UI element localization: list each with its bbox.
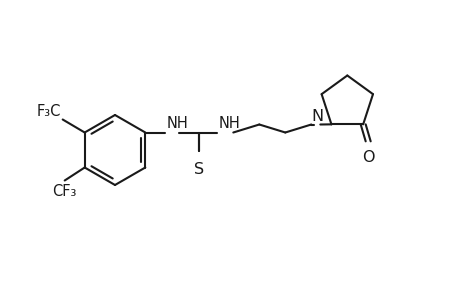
Text: NH: NH	[166, 116, 188, 130]
Text: S: S	[194, 161, 204, 176]
Text: CF₃: CF₃	[52, 184, 77, 199]
Text: NH: NH	[218, 116, 240, 130]
Text: O: O	[361, 150, 374, 165]
Text: F₃C: F₃C	[36, 103, 61, 118]
Text: N: N	[311, 109, 323, 124]
